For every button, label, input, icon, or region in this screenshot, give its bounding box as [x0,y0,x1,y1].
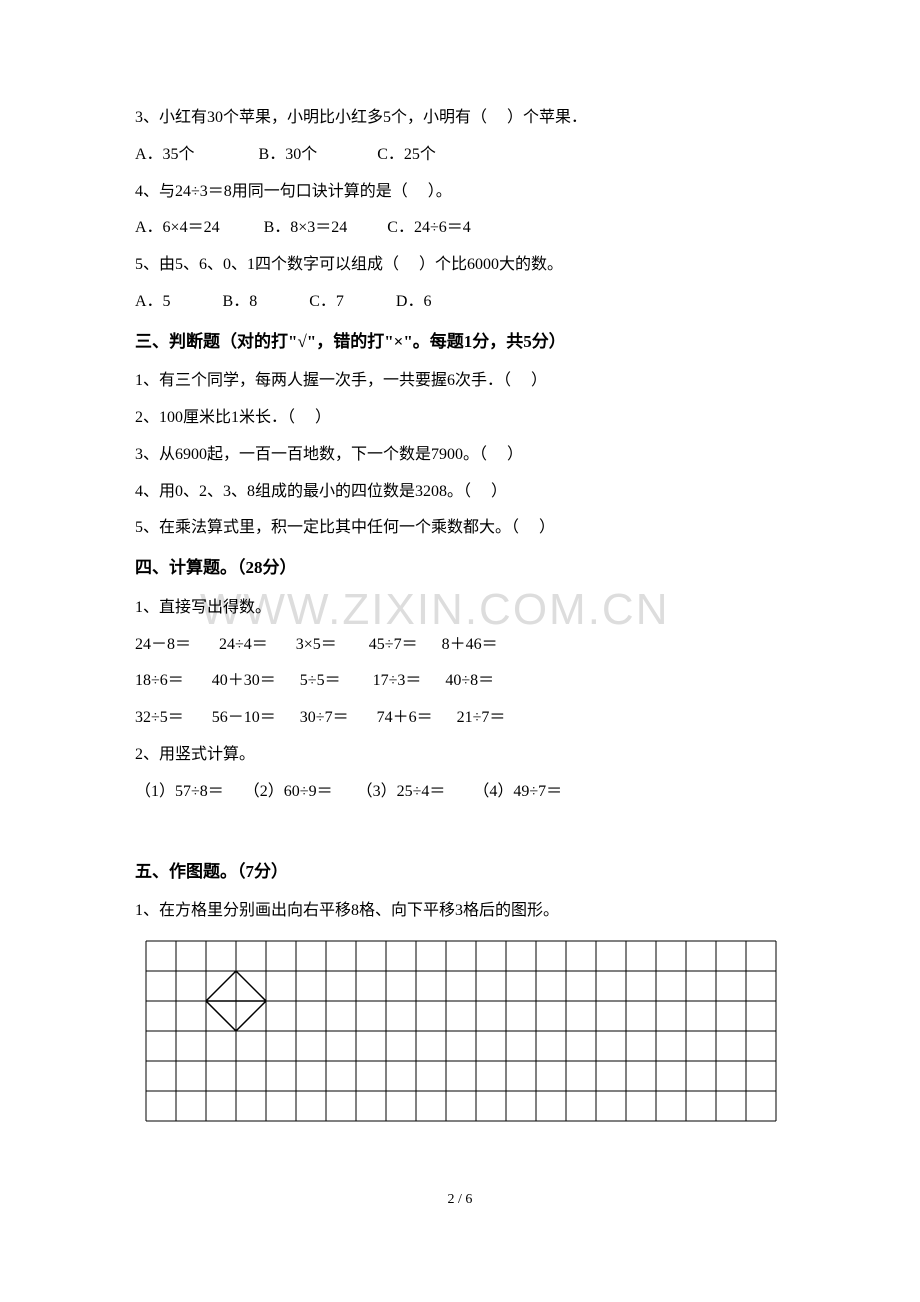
s3-item-5: 5、在乘法算式里，积一定比其中任何一个乘数都大。（ ） [135,510,785,547]
document-content: 3、小红有30个苹果，小明比小红多5个，小明有（ ）个苹果． A．35个 B．3… [135,100,785,1208]
section-4-title: 四、计算题。（28分） [135,547,785,590]
q4-options: A．6×4＝24 B．8×3＝24 C．24÷6＝4 [135,210,785,247]
s4-row-3: 32÷5＝ 56－10＝ 30÷7＝ 74＋6＝ 21÷7＝ [135,700,785,737]
q3-text: 3、小红有30个苹果，小明比小红多5个，小明有（ ）个苹果． [135,100,785,137]
s3-item-2: 2、100厘米比1米长．（ ） [135,400,785,437]
section-3-title: 三、判断题（对的打"√"，错的打"×"。每题1分，共5分） [135,321,785,364]
q4-text: 4、与24÷3＝8用同一句口诀计算的是（ ）。 [135,174,785,211]
s4-row-2: 18÷6＝ 40＋30＝ 5÷5＝ 17÷3＝ 40÷8＝ [135,663,785,700]
grid-svg [145,940,777,1122]
q3-options: A．35个 B．30个 C．25个 [135,137,785,174]
grid-figure [145,940,785,1122]
section-5-title: 五、作图题。（7分） [135,851,785,894]
s4-p1: 1、直接写出得数。 [135,590,785,627]
s4-p2: 2、用竖式计算。 [135,737,785,774]
s4-row-4: （1）57÷8＝ （2）60÷9＝ （3）25÷4＝ （4）49÷7＝ [135,774,785,811]
q5-options: A．5 B．8 C．7 D．6 [135,284,785,321]
s3-item-1: 1、有三个同学，每两人握一次手，一共要握6次手．（ ） [135,363,785,400]
s5-p1: 1、在方格里分别画出向右平移8格、向下平移3格后的图形。 [135,893,785,930]
s3-item-4: 4、用0、2、3、8组成的最小的四位数是3208。（ ） [135,474,785,511]
s3-item-3: 3、从6900起，一百一百地数，下一个数是7900。（ ） [135,437,785,474]
q5-text: 5、由5、6、0、1四个数字可以组成（ ）个比6000大的数。 [135,247,785,284]
page-footer: 2 / 6 [135,1192,785,1208]
s4-row-1: 24－8＝ 24÷4＝ 3×5＝ 45÷7＝ 8＋46＝ [135,627,785,664]
